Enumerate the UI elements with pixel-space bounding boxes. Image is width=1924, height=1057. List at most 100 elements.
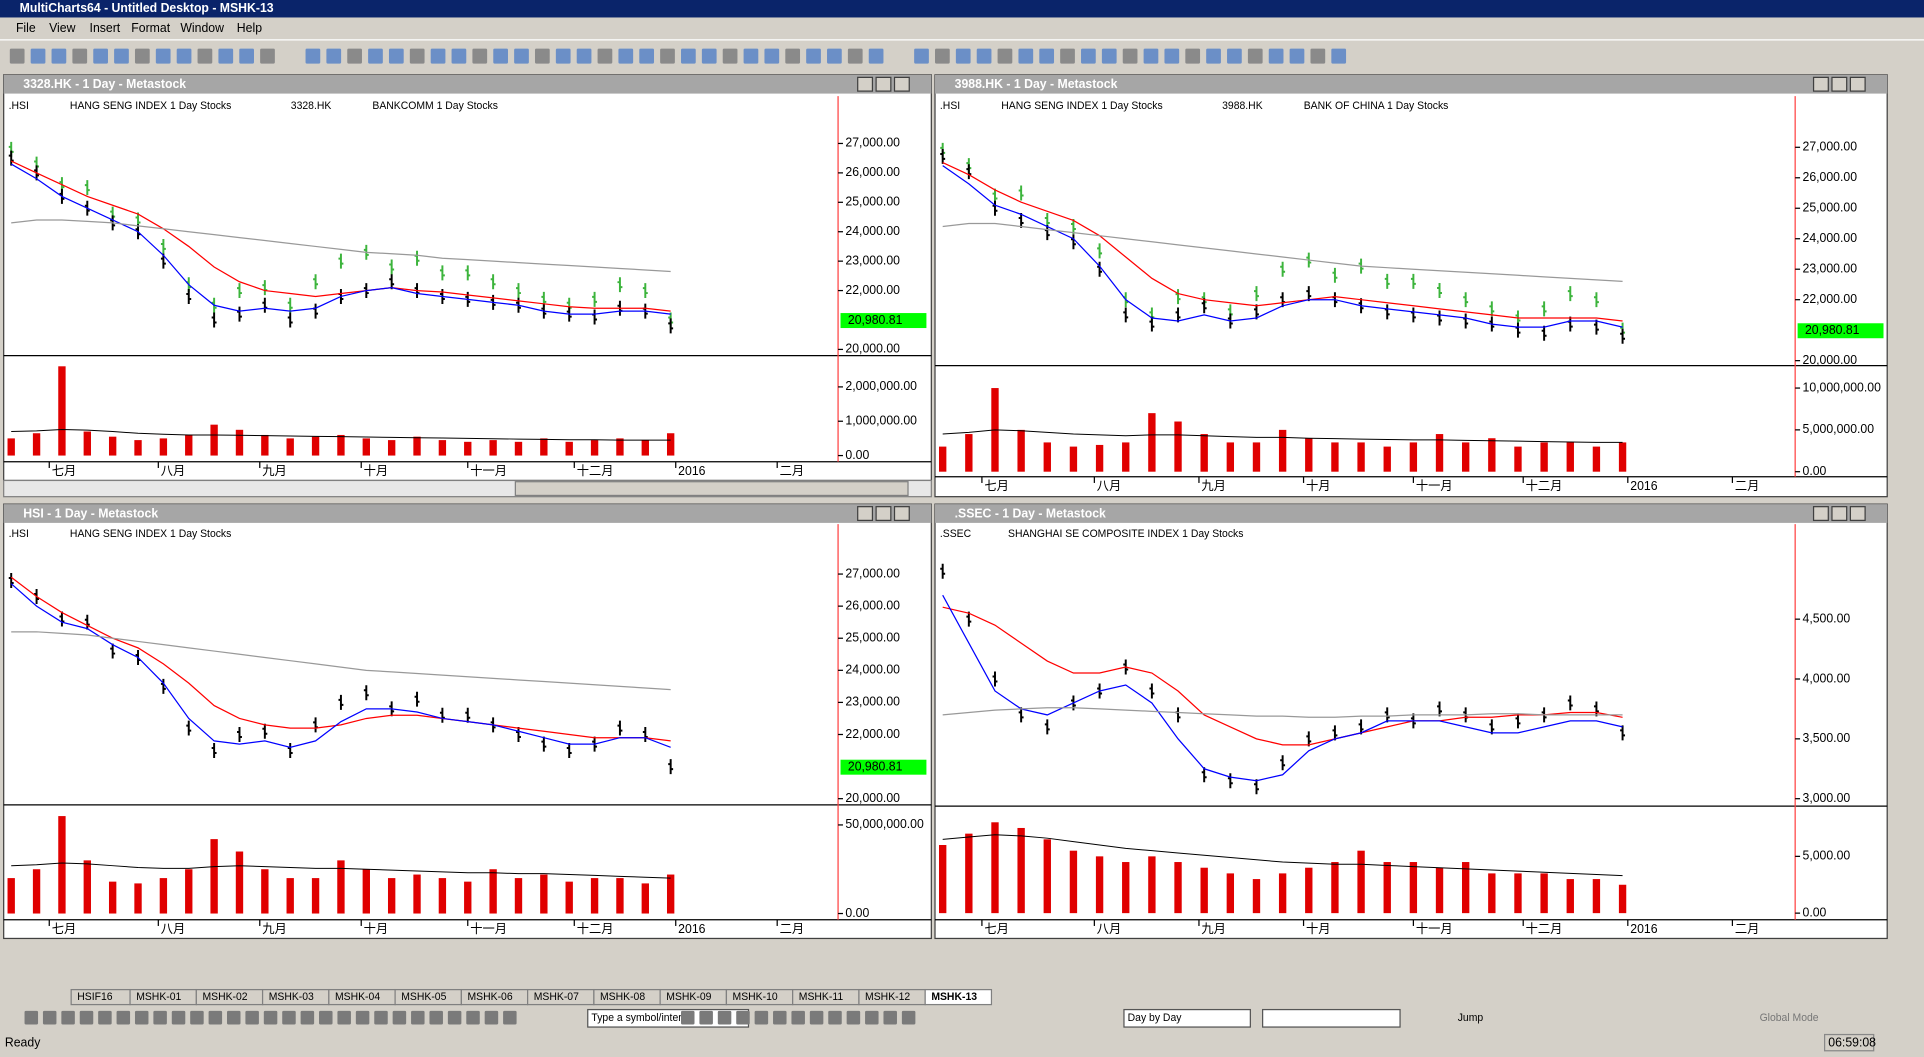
toolbar-button[interactable]	[429, 1010, 443, 1025]
toolbar-button[interactable]	[72, 48, 88, 64]
menu-item[interactable]: View	[49, 21, 75, 35]
toolbar-button[interactable]	[1289, 48, 1305, 64]
toolbar-button[interactable]	[218, 48, 234, 64]
toolbar-button[interactable]	[447, 1010, 462, 1025]
window-button[interactable]	[1831, 76, 1848, 92]
toolbar-button[interactable]	[176, 48, 192, 64]
toolbar-button[interactable]	[155, 48, 171, 64]
blank-select[interactable]	[1262, 1008, 1401, 1028]
toolbar-button[interactable]	[451, 48, 467, 64]
toolbar-button[interactable]	[846, 1010, 861, 1025]
toolbar-button[interactable]	[374, 1010, 388, 1025]
toolbar-button[interactable]	[785, 48, 801, 64]
toolbar-button[interactable]	[347, 48, 362, 64]
toolbar-button[interactable]	[935, 48, 950, 64]
toolbar-button[interactable]	[699, 1010, 713, 1025]
window-button[interactable]	[875, 76, 892, 92]
toolbar-button[interactable]	[1164, 48, 1180, 64]
toolbar-button[interactable]	[300, 1010, 315, 1025]
window-button[interactable]	[1831, 506, 1848, 522]
toolbar-button[interactable]	[1310, 48, 1326, 64]
toolbar-button[interactable]	[955, 48, 971, 64]
toolbar-button[interactable]	[764, 48, 780, 64]
toolbar-button[interactable]	[1331, 48, 1347, 64]
toolbar-button[interactable]	[1206, 48, 1221, 64]
toolbar-button[interactable]	[116, 1010, 131, 1025]
toolbar-button[interactable]	[681, 48, 696, 64]
toolbar-button[interactable]	[79, 1010, 94, 1025]
toolbar-button[interactable]	[472, 48, 488, 64]
toolbar-button[interactable]	[865, 1010, 879, 1025]
toolbar-button[interactable]	[260, 48, 275, 64]
toolbar-button[interactable]	[806, 48, 821, 64]
toolbar-button[interactable]	[639, 48, 655, 64]
toolbar-button[interactable]	[368, 48, 383, 64]
toolbar-button[interactable]	[1247, 48, 1263, 64]
toolbar-button[interactable]	[901, 1010, 916, 1025]
toolbar-button[interactable]	[827, 48, 842, 64]
toolbar-button[interactable]	[355, 1010, 370, 1025]
toolbar-button[interactable]	[30, 48, 46, 64]
window-button[interactable]	[893, 506, 910, 522]
toolbar-button[interactable]	[282, 1010, 296, 1025]
window-button[interactable]	[1849, 76, 1866, 92]
toolbar-button[interactable]	[239, 48, 254, 64]
toolbar-button[interactable]	[1060, 48, 1075, 64]
toolbar-button[interactable]	[883, 1010, 897, 1025]
toolbar-button[interactable]	[134, 48, 150, 64]
toolbar-button[interactable]	[660, 48, 675, 64]
toolbar-button[interactable]	[576, 48, 592, 64]
toolbar-button[interactable]	[263, 1010, 278, 1025]
toolbar-button[interactable]	[227, 1010, 241, 1025]
toolbar-button[interactable]	[1122, 48, 1138, 64]
toolbar-button[interactable]	[618, 48, 634, 64]
toolbar-button[interactable]	[1268, 48, 1284, 64]
toolbar-button[interactable]	[847, 48, 863, 64]
window-button[interactable]	[893, 76, 910, 92]
toolbar-button[interactable]	[828, 1010, 842, 1025]
toolbar-button[interactable]	[484, 1010, 499, 1025]
window-button[interactable]	[875, 506, 892, 522]
menu-item[interactable]: Help	[237, 21, 262, 35]
toolbar-button[interactable]	[24, 1010, 39, 1025]
toolbar-button[interactable]	[534, 48, 550, 64]
global-mode[interactable]: Global Mode	[1760, 1012, 1819, 1024]
toolbar-button[interactable]	[319, 1010, 333, 1025]
toolbar-button[interactable]	[976, 48, 992, 64]
toolbar-button[interactable]	[430, 48, 446, 64]
toolbar-button[interactable]	[98, 1010, 112, 1025]
toolbar-button[interactable]	[93, 48, 108, 64]
toolbar-button[interactable]	[743, 48, 759, 64]
toolbar-button[interactable]	[337, 1010, 351, 1025]
window-button[interactable]	[857, 76, 874, 92]
toolbar-button[interactable]	[411, 1010, 425, 1025]
toolbar-button[interactable]	[1143, 48, 1159, 64]
menu-item[interactable]: Format	[131, 21, 170, 35]
jump-button[interactable]: Jump	[1458, 1012, 1484, 1024]
window-button[interactable]	[857, 506, 874, 522]
scroll-thumb[interactable]	[514, 481, 909, 497]
menu-item[interactable]: File	[16, 21, 36, 35]
toolbar-button[interactable]	[171, 1010, 186, 1025]
toolbar-button[interactable]	[392, 1010, 407, 1025]
toolbar-button[interactable]	[190, 1010, 204, 1025]
toolbar-button[interactable]	[597, 48, 613, 64]
toolbar-button[interactable]	[1185, 48, 1201, 64]
toolbar-button[interactable]	[722, 48, 738, 64]
window-button[interactable]	[1812, 76, 1829, 92]
toolbar-button[interactable]	[493, 48, 508, 64]
toolbar-button[interactable]	[503, 1010, 517, 1025]
toolbar-button[interactable]	[754, 1010, 769, 1025]
toolbar-button[interactable]	[1227, 48, 1242, 64]
toolbar-button[interactable]	[1039, 48, 1055, 64]
toolbar-button[interactable]	[9, 48, 25, 64]
toolbar-button[interactable]	[208, 1010, 223, 1025]
toolbar-button[interactable]	[326, 48, 342, 64]
toolbar-button[interactable]	[868, 48, 884, 64]
toolbar-button[interactable]	[245, 1010, 259, 1025]
toolbar-button[interactable]	[914, 48, 929, 64]
toolbar-button[interactable]	[1101, 48, 1117, 64]
toolbar-button[interactable]	[466, 1010, 480, 1025]
toolbar-button[interactable]	[409, 48, 425, 64]
toolbar-button[interactable]	[681, 1010, 695, 1025]
